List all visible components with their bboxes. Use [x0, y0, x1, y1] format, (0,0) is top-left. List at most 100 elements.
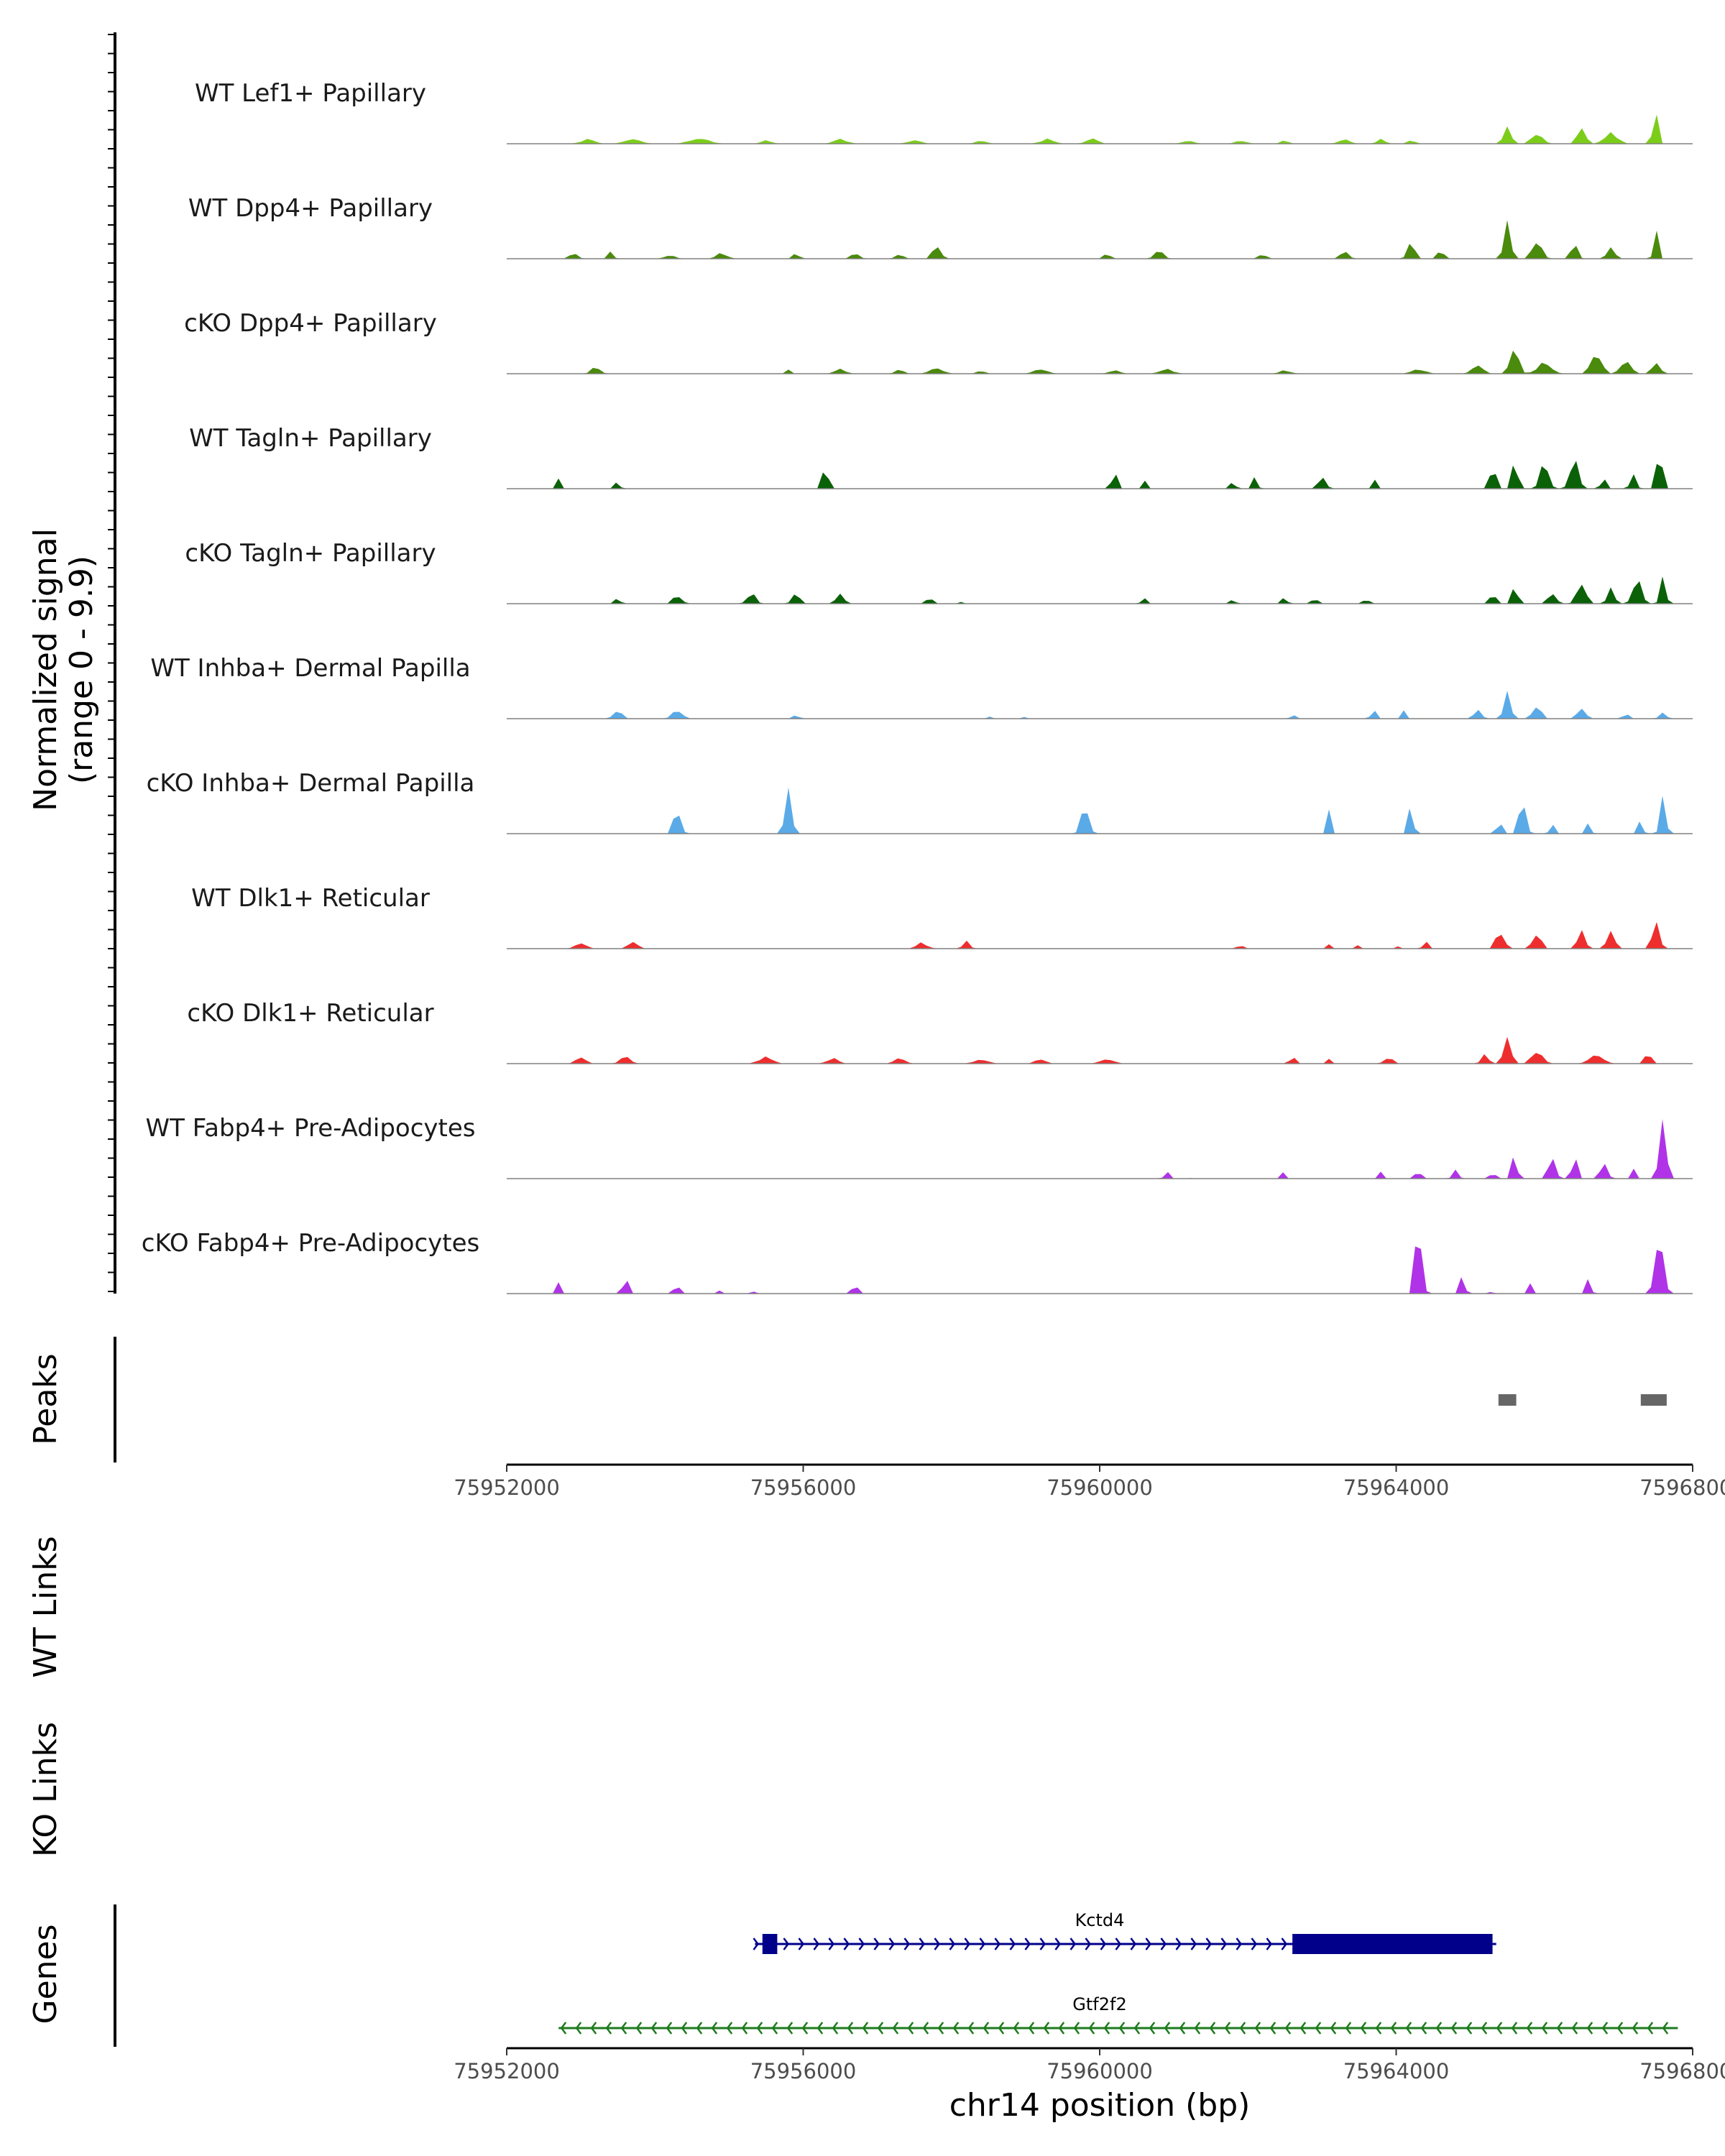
- strand-arrow: [1281, 1938, 1288, 1950]
- track-wt-dpp4-papillary: WT Dpp4+ Papillary: [188, 194, 1693, 259]
- strand-arrow: [979, 1938, 986, 1950]
- track-signal: [507, 1036, 1693, 1064]
- track-signal: [507, 691, 1693, 719]
- x-tick-label: 75964000: [1343, 2059, 1450, 2083]
- peaks-title: Peaks: [27, 1353, 64, 1445]
- strand-arrow: [1103, 2022, 1110, 2035]
- track-signal: [507, 350, 1693, 374]
- strand-arrow: [1009, 1938, 1016, 1950]
- x-axis-title: chr14 position (bp): [949, 2087, 1251, 2124]
- strand-arrow: [1209, 2022, 1216, 2035]
- strand-arrow: [1085, 1938, 1092, 1950]
- track-cko-tagln-papillary: cKO Tagln+ Papillary: [185, 539, 1693, 604]
- strand-arrow: [726, 2022, 733, 2035]
- strand-arrow: [1205, 1938, 1213, 1950]
- strand-arrow: [892, 2022, 899, 2035]
- strand-arrow: [858, 1938, 865, 1950]
- strand-arrow: [575, 2022, 582, 2035]
- strand-arrow: [756, 2022, 763, 2035]
- x-tick-label: 75964000: [1343, 1475, 1450, 1500]
- strand-arrow: [783, 1938, 790, 1950]
- signal-axis-range: (range 0 - 9.9): [63, 556, 100, 784]
- x-tick-label: 75952000: [454, 1475, 560, 1500]
- strand-arrow: [949, 1938, 956, 1950]
- strand-arrow: [1375, 2022, 1382, 2035]
- track-label: cKO Tagln+ Papillary: [185, 539, 436, 568]
- track-cko-fabp4-pre-adipocytes: cKO Fabp4+ Pre-Adipocytes: [142, 1229, 1693, 1294]
- strand-arrow: [1541, 2022, 1548, 2035]
- strand-arrow: [1236, 1938, 1243, 1950]
- strand-arrow: [1662, 2022, 1669, 2035]
- signal-axis-title: Normalized signal: [27, 528, 64, 811]
- x-axis-bottom: 75952000 75956000 75960000 75964000 75968000: [454, 2047, 1725, 2083]
- strand-arrow: [590, 2022, 597, 2035]
- strand-arrow: [903, 1938, 911, 1950]
- track-signal: [507, 1246, 1693, 1294]
- strand-arrow: [1160, 1938, 1167, 1950]
- strand-arrow: [816, 2022, 824, 2035]
- track-signal: [507, 576, 1693, 604]
- strand-arrow: [1115, 1938, 1122, 1950]
- strand-arrow: [994, 1938, 1001, 1950]
- track-label: cKO Inhba+ Dermal Papilla: [147, 769, 475, 798]
- strand-arrow: [1133, 2022, 1141, 2035]
- strand-arrow: [1632, 2022, 1639, 2035]
- strand-arrow: [1058, 2022, 1065, 2035]
- strand-arrow: [1266, 1938, 1273, 1950]
- strand-arrow: [1149, 2022, 1156, 2035]
- strand-arrow: [681, 2022, 688, 2035]
- strand-arrow: [1028, 2022, 1035, 2035]
- strand-arrow: [1054, 1938, 1062, 1950]
- strand-arrow: [888, 1938, 896, 1950]
- track-wt-tagln-papillary: WT Tagln+ Papillary: [189, 424, 1693, 489]
- strand-arrow: [1360, 2022, 1367, 2035]
- x-axis-bottom-ticks: 75952000 75956000 75960000 75964000 75968000: [454, 2048, 1725, 2083]
- x-axis-top: 75952000 75956000 75960000 75964000 75968000: [454, 1463, 1725, 1500]
- x-tick-label: 75968000: [1639, 2059, 1725, 2083]
- strand-arrow: [1254, 2022, 1261, 2035]
- peak-range: [1640, 1394, 1667, 1406]
- strand-arrow: [1300, 2022, 1307, 2035]
- strand-arrow: [786, 2022, 794, 2035]
- track-wt-dlk1-reticular: WT Dlk1+ Reticular: [191, 884, 1693, 949]
- strand-arrow: [1496, 2022, 1503, 2035]
- strand-arrow: [711, 2022, 718, 2035]
- strand-arrow: [1556, 2022, 1563, 2035]
- strand-arrow: [1100, 1938, 1107, 1950]
- strand-arrow: [1118, 2022, 1126, 2035]
- strand-arrow: [1220, 1938, 1228, 1950]
- strand-arrow: [1190, 1938, 1197, 1950]
- coverage-tracks: WT Lef1+ Papillary WT Dpp4+ Papillary cKO …: [142, 79, 1693, 1294]
- strand-arrow: [1345, 2022, 1352, 2035]
- strand-arrow: [934, 1938, 941, 1950]
- strand-arrow: [877, 2022, 884, 2035]
- strand-arrow: [937, 2022, 944, 2035]
- strand-arrow: [967, 2022, 975, 2035]
- strand-arrow: [1088, 2022, 1095, 2035]
- strand-arrow: [1073, 2022, 1080, 2035]
- strand-arrow: [1601, 2022, 1609, 2035]
- track-signal: [507, 461, 1693, 489]
- track-signal: [507, 220, 1693, 259]
- strand-arrow: [741, 2022, 748, 2035]
- strand-arrow: [1130, 1938, 1137, 1950]
- strand-arrow: [1039, 1938, 1046, 1950]
- strand-arrow: [1194, 2022, 1201, 2035]
- strand-arrow: [1586, 2022, 1593, 2035]
- gene-models: Kctd4 Gtf2f2: [558, 1910, 1678, 2035]
- strand-arrow: [605, 2022, 612, 2035]
- x-axis-top-ticks: 75952000 75956000 75960000 75964000 75968000: [454, 1465, 1725, 1500]
- track-cko-inhba-dermal-papilla: cKO Inhba+ Dermal Papilla: [147, 769, 1693, 834]
- gene-name-label: Kctd4: [1075, 1910, 1125, 1930]
- strand-arrow: [1466, 2022, 1473, 2035]
- strand-arrow: [771, 2022, 778, 2035]
- track-label: WT Dpp4+ Papillary: [188, 194, 433, 223]
- strand-arrow: [964, 1938, 971, 1950]
- strand-arrow: [1013, 2022, 1020, 2035]
- strand-arrow: [862, 2022, 869, 2035]
- strand-arrow: [1284, 2022, 1292, 2035]
- track-label: WT Fabp4+ Pre-Adipocytes: [146, 1114, 476, 1143]
- ko-links-title: KO Links: [27, 1722, 64, 1857]
- strand-arrow: [1420, 2022, 1427, 2035]
